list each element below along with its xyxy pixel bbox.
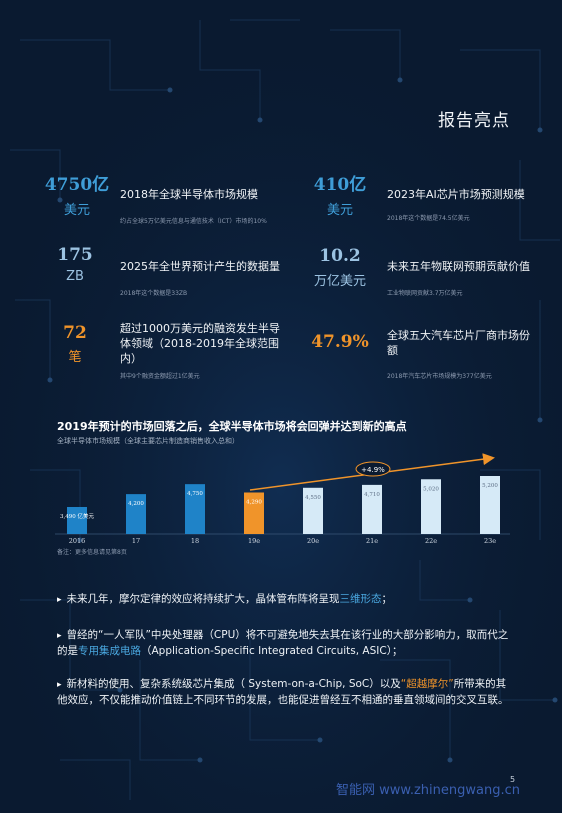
section-title: 报告亮点 [438,111,510,131]
x-tick-label: 2016 [69,537,86,545]
bullet-point: ▸ 曾经的“一人军队”中央处理器（CPU）将不可避免地失去其在该行业的大部分影响力… [57,629,509,657]
bar-17 [126,494,146,534]
x-tick-label: 20e [307,537,319,545]
bullet-point: ▸ 未来几年，摩尔定律的效应将持续扩大，晶体管布阵将呈现三维形态； [57,593,393,605]
bullet-arrow-icon: ▸ [57,680,62,690]
stat-note: 2018年这个数据是33ZB [120,290,188,297]
stat-value: 10.2 [319,246,361,266]
bar-21e [362,484,382,534]
stat-note: 工业物联网贡献3.7万亿美元 [387,290,463,297]
bar-value-label: 5,020 [423,486,439,492]
watermark: 智能网 www.zhinengwang.cn [336,783,520,798]
stat-title: 全球五大汽车芯片厂商市场份额 [387,329,530,357]
chart-note: 备注：更多信息请见第8页 [57,549,127,556]
bar-22e [421,479,441,534]
x-tick-label: 17 [132,537,140,545]
bar-value-label: 4,710 [364,492,380,498]
stat-value: 4750亿 [44,175,110,195]
stat-note: 约占全球5万亿美元信息与通信技术（ICT）市场的10% [120,218,267,225]
stat-value: 410亿 [313,175,367,195]
stat-unit: 美元 [326,203,353,218]
stat-title: 超过1000万美元的融资发生半导体领域（2018-2019年全球范围内） [120,322,280,365]
bar-value-label: 4,200 [128,501,144,507]
bar-value-label: 4,750 [187,491,203,497]
page-number: 5 [510,775,516,784]
stat-value: 72 [63,323,87,343]
stat-unit: 万亿美元 [313,274,366,289]
chart-title: 2019年预计的市场回落之后，全球半导体市场将会回弹并达到新的高点 [57,420,407,433]
bar-20e [303,487,323,534]
stat-title: 2018年全球半导体市场规模 [120,188,258,201]
bar-value-label: 3,490 亿美元 [60,512,94,520]
bar-19e [244,492,264,534]
growth-badge [355,461,391,477]
x-tick-label: 23e [484,537,496,545]
bar-value-label: 4,290 [246,499,262,505]
stat-value: 175 [57,245,93,265]
market-size-bar-chart: +4.9% 3,490 亿美元 2016 4,200 17 4,750 18 4,290 19… [55,453,510,545]
stat-title: 未来五年物联网预期贡献价值 [387,260,530,273]
stat-note: 其中9个融资金额超过1亿美元 [120,373,200,380]
stat-unit: ZB [66,269,84,284]
bar-value-label: 4,550 [305,495,321,501]
bar-2016 [67,506,87,534]
x-tick-label: 18 [191,537,199,545]
stat-note: 2018年汽车芯片市场规模为377亿美元 [387,373,492,380]
bullet-arrow-icon: ▸ [57,631,62,641]
chart-subtitle: 全球半导体市场规模（全球主要芯片制造商销售收入总和） [57,437,239,445]
x-tick-label: 21e [366,537,378,545]
stat-value: 47.9% [311,332,369,352]
bullet-arrow-icon: ▸ [57,595,62,605]
x-tick-label: 22e [425,537,437,545]
stat-note: 2018年这个数据是74.5亿美元 [387,215,470,222]
bar-18 [185,484,205,534]
growth-annotation: +4.9% [361,466,385,474]
x-tick-label: 19e [248,537,260,545]
stat-unit: 笔 [68,350,82,365]
stat-title: 2025年全世界预计产生的数据量 [120,260,280,273]
bar-23e [480,476,500,534]
stat-unit: 美元 [63,203,90,218]
bullet-point: ▸ 新材料的使用、复杂系统级芯片集成（ System-on-a-Chip, SoC… [57,678,509,706]
stat-title: 2023年AI芯片市场预测规模 [387,188,525,201]
bar-value-label: 5,200 [482,483,498,489]
